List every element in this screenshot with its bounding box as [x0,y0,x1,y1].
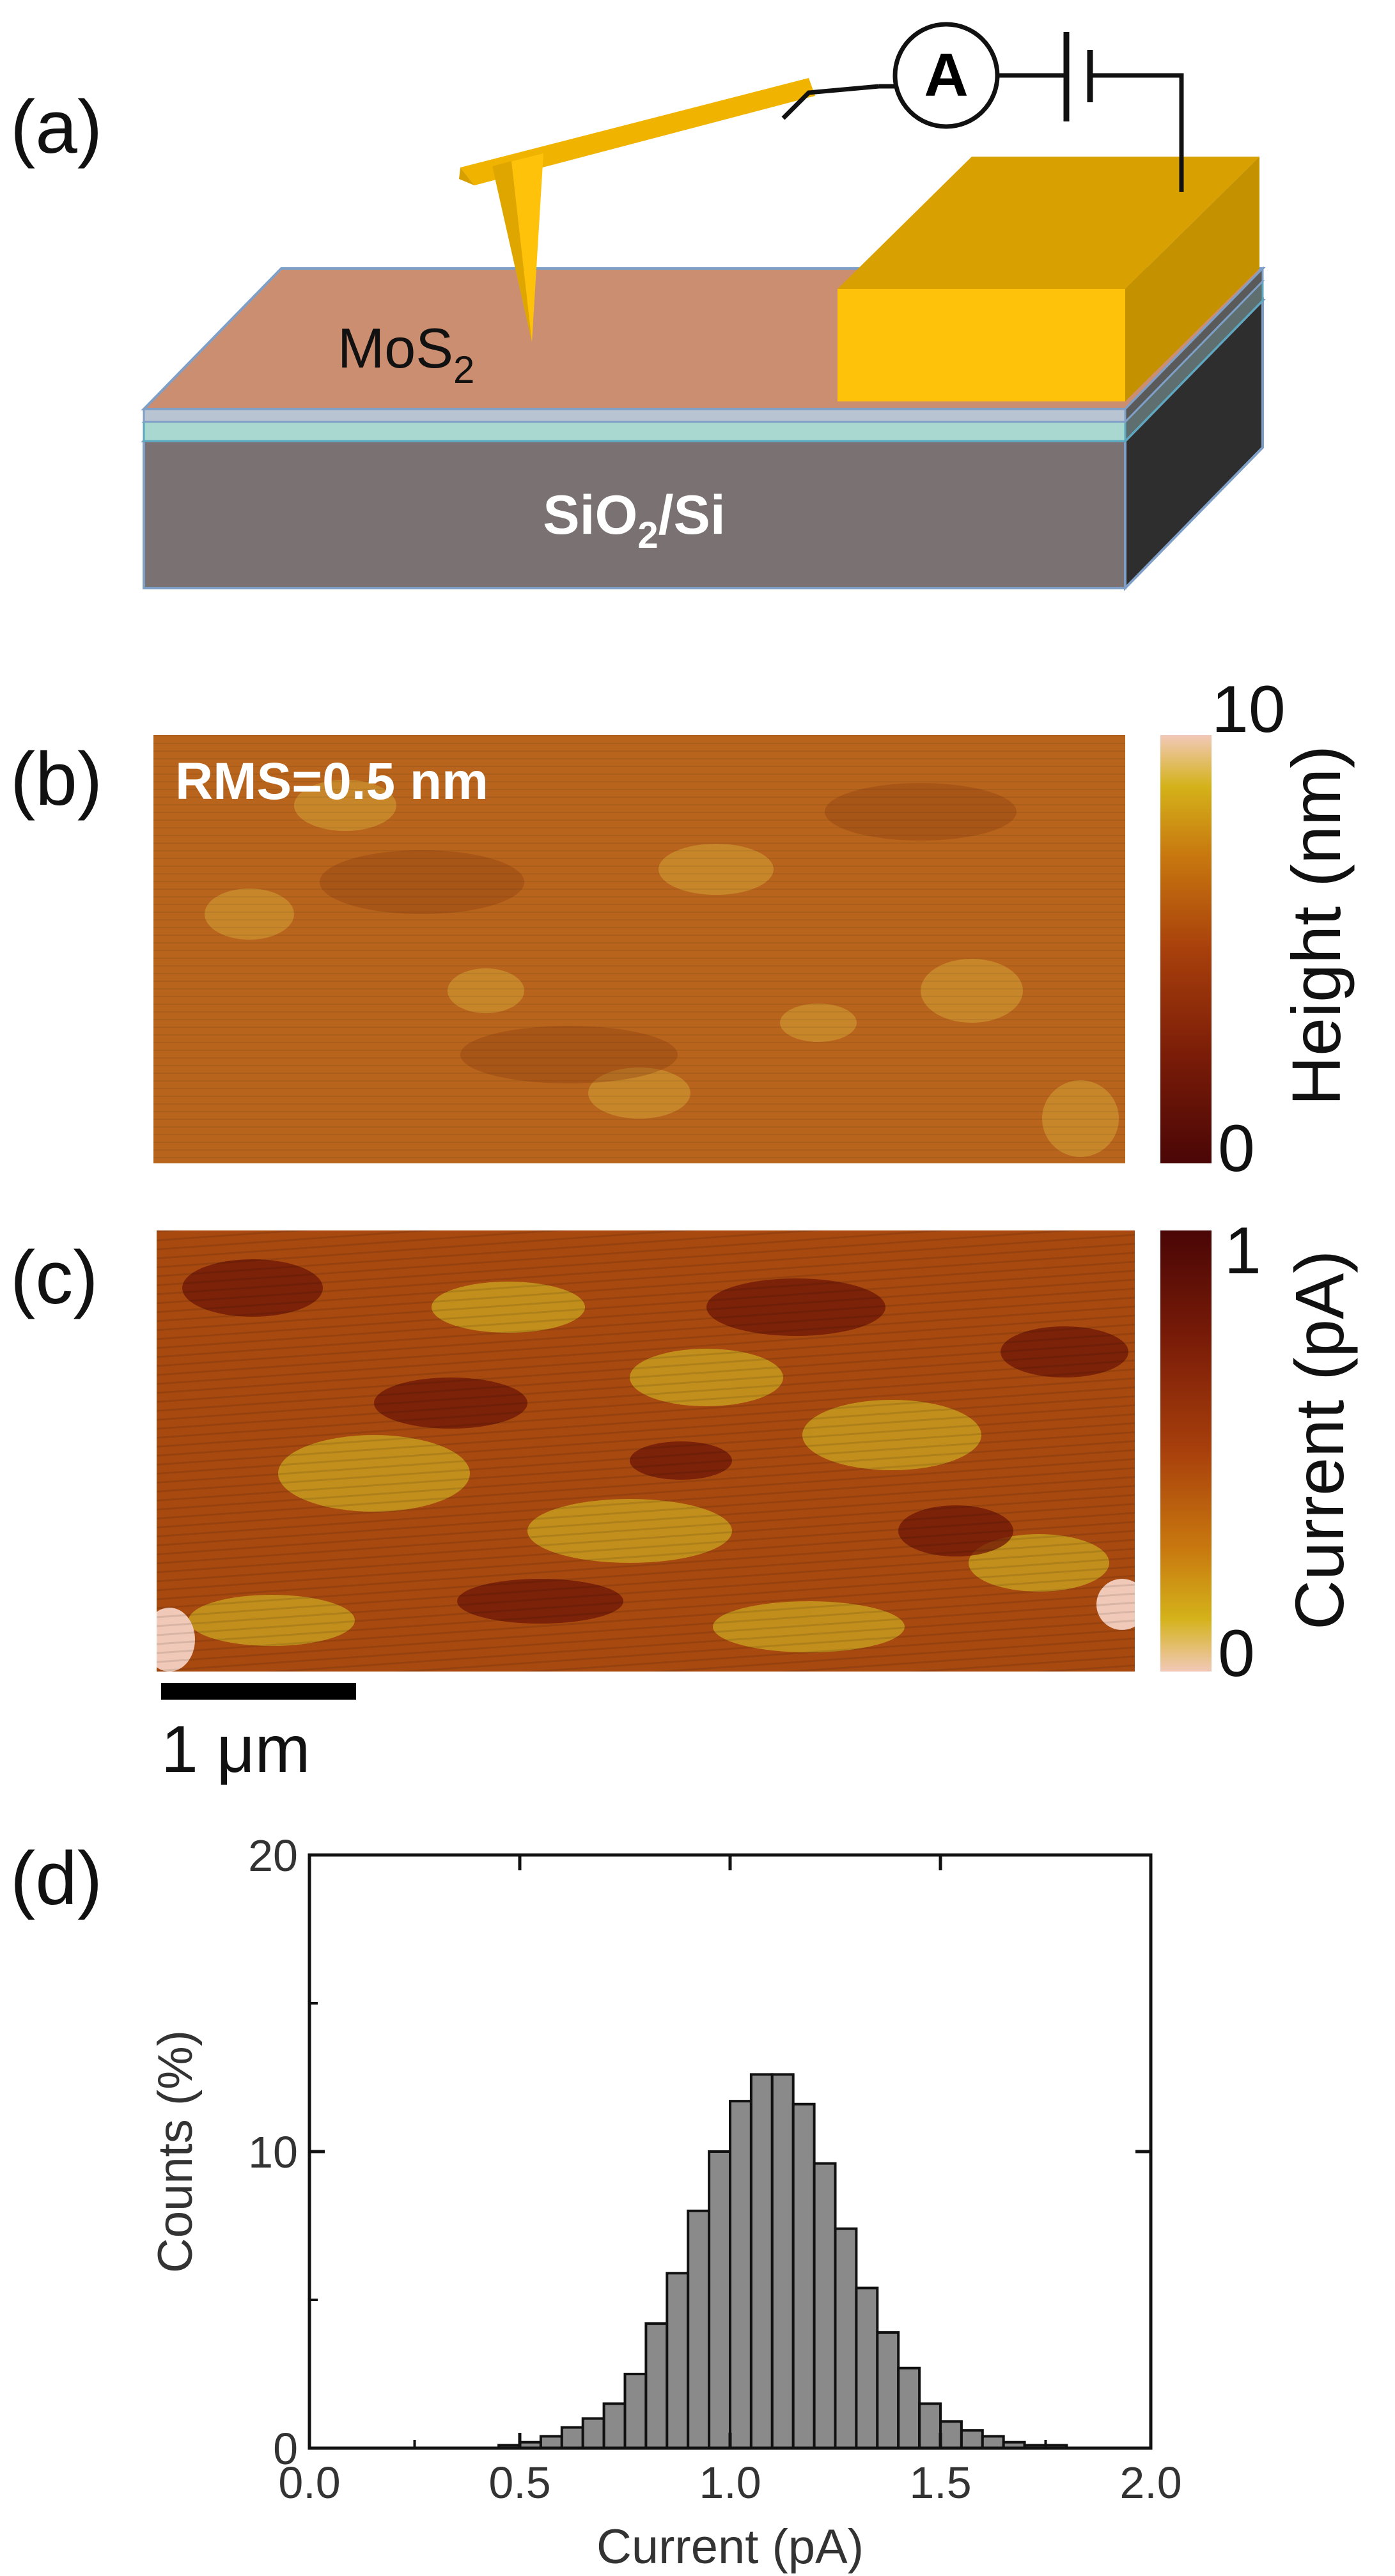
histogram-bar [602,2402,627,2450]
y-axis-ticks: 0 10 20 [248,1831,1151,2474]
scale-bar-label: 1 μm [161,1712,311,1787]
y-tick-label: 0 [273,2424,298,2474]
histogram-bar [791,2102,816,2449]
x-tick-label: 1.5 [909,2458,971,2508]
x-tick-label: 0.5 [488,2458,550,2508]
histogram-bar [813,2162,837,2449]
y-axis-label: Counts (%) [148,2030,203,2273]
mos2-label: MoS2 [338,316,474,391]
x-axis-ticks: 0.0 0.5 1.0 1.5 2.0 [278,1855,1182,2508]
histogram-bar [623,2373,648,2449]
height-map: RMS=0.5 nm [153,735,1125,1163]
histogram-bar [855,2286,879,2449]
panel-a-label: (a) [10,85,103,169]
histogram-bar [770,2073,795,2449]
histogram-bar [560,2426,584,2450]
panel-c-label: (c) [10,1236,98,1320]
histogram-bar [539,2435,563,2450]
histogram-chart: 0.0 0.5 1.0 1.5 2.0 0 10 20 Current (pA) Count… [148,1831,1182,2574]
histogram-bar [729,2100,752,2449]
panel-d-label: (d) [10,1836,103,1921]
height-colorbar-max: 10 [1212,672,1286,747]
y-tick-label: 10 [248,2127,298,2177]
histogram-bar [939,2420,963,2449]
histogram-bar [834,2227,858,2449]
current-map [157,1230,1135,1672]
electrode-wire [1090,73,1184,192]
x-axis-label: Current (pA) [596,2520,864,2574]
current-colorbar [1160,1230,1212,1672]
x-tick-label: 2.0 [1119,2458,1181,2508]
histogram-bar [918,2402,942,2450]
histogram-bar [708,2150,731,2449]
height-colorbar [1160,735,1212,1163]
histogram-bar [876,2331,900,2449]
height-colorbar-title: Height (nm) [1277,745,1355,1106]
histogram-bar [644,2322,669,2449]
substrate-front [143,440,1126,589]
probe-wire [781,84,880,120]
current-colorbar-max: 1 [1224,1214,1261,1288]
substrate-label: SiO2/Si [543,485,726,556]
ammeter-symbol: A [924,41,968,109]
electrode-top [838,157,1259,289]
histogram-bar [897,2366,921,2449]
histogram-bars [497,2073,1068,2450]
electrode-side [1125,157,1259,401]
histogram-bar [666,2272,690,2449]
cantilever [460,78,815,185]
scale-bar [161,1683,356,1700]
panel-a-schematic: SiO2/Si MoS2 A [141,22,1266,591]
x-tick-label: 1.0 [699,2458,761,2508]
panel-b-label: (b) [10,737,103,821]
histogram-bar [581,2417,605,2449]
height-colorbar-min: 0 [1218,1112,1255,1186]
current-colorbar-title: Current (pA) [1281,1250,1358,1630]
rms-annotation: RMS=0.5 nm [175,752,488,811]
y-tick-label: 20 [248,1831,298,1881]
histogram-bar [749,2073,774,2449]
current-colorbar-min: 0 [1218,1617,1255,1691]
histogram-bar [960,2429,984,2449]
electrode-front [838,289,1125,401]
x-tick-label: 0.0 [278,2458,340,2508]
histogram-bar [687,2209,711,2449]
histogram-bar [981,2435,1005,2450]
